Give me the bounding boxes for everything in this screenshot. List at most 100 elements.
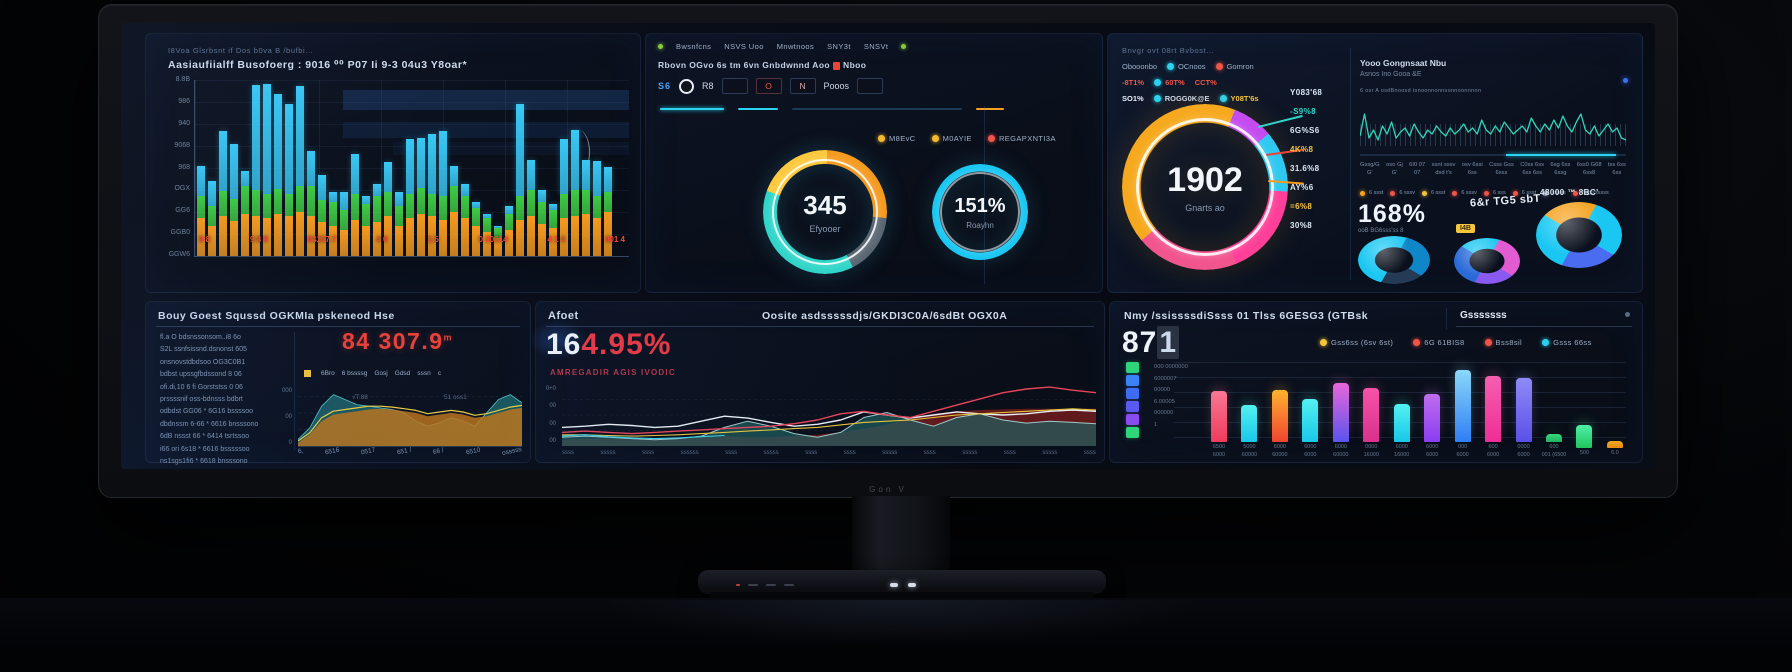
header-divider [546,326,1094,327]
x-label: 60000 [1333,452,1349,458]
cyan-segment [516,104,524,196]
legend-label: 6 ssst [1521,190,1537,196]
kpi-168-sub: ooB BG6sss'ss 8 [1358,228,1404,234]
gradient-bar [1393,404,1410,442]
stacked-bar [351,154,359,256]
control-r8-label[interactable]: R8 [702,81,714,91]
label: dbdnssm 6-66 * 6616 bnsssono [160,420,259,428]
axis-labels: 000 0000000 6000007 00000 6.00005 000000 1 [1154,364,1188,428]
label: ofi.di,10 6 fi Gorststss 0 06 [160,383,243,391]
legend-label: Gss6ss (6sv 6st) [1331,338,1394,347]
gauge-label: Efyooer [809,224,841,234]
stacked-bar [549,204,557,256]
label: osssss [501,446,523,457]
big-value-red: 84 307.9m [342,328,453,355]
telemetry-dot-row: 6 ssst 6 sssv 6 ssst 6 sssv 6 sss 6 ssst sssss… [1360,190,1626,196]
legend-label: 6 ssst [1430,190,1446,196]
label: GG6 [175,207,190,215]
legend-item: Y08T'6s [1219,94,1259,103]
stacked-bar [241,171,249,256]
empty-input-box[interactable] [857,78,884,94]
stacked-bar [340,192,348,256]
green-segment [527,190,535,216]
legend-label: ROGG0K@E [1164,94,1210,103]
cyan-segment [527,160,535,190]
big-percent: 164.95% [546,328,671,362]
menu-item[interactable]: Mnwtnoos [776,42,815,51]
x-label: 6000 [1456,452,1469,458]
x-label: 60000 [1272,452,1288,458]
panel2-controls: S6 R8 O N Pooos [658,78,884,94]
line1: 6sg 6ss [1550,162,1571,168]
panel3-legend: Obooonbo OCnoos Gomron [1122,62,1254,71]
menu-item[interactable]: NSVS Uoo [724,42,764,51]
orange-segment [285,216,293,256]
callout-label: =6%8 [1290,202,1313,211]
green-segment [428,194,436,216]
legend-dot-icon [1390,190,1396,196]
stacked-bar [329,192,337,256]
menu-item[interactable]: SNY3t [827,42,851,51]
toggle-knob[interactable] [679,78,695,94]
torus-highlight [1536,202,1622,268]
cyan-segment [351,154,359,194]
cyan-segment [384,162,392,192]
legend-dot-icon [1484,339,1492,346]
green-segment [516,196,524,220]
gradient-bar [1211,391,1227,442]
orange-segment [549,228,557,256]
big-value-871: 871 [1122,326,1180,360]
gradient-bar [1545,433,1562,442]
progress-navy [792,108,962,110]
legend-item: 60T% [1154,78,1185,87]
line1: osv 6ssi [1461,162,1483,168]
label: bdbst upssgfbdssond 8 06 [160,371,242,379]
area-legend: 6Bro 6 bssssg Gosj Gdsd sssn c [304,370,441,377]
y-axis-labels: 8.8B 986 940 9068 968 OGX GG6 GGB0 GGW6 [156,76,190,258]
stacked-bar [593,161,601,256]
control-n-button[interactable]: N [789,78,816,94]
empty-input-box[interactable] [721,78,748,94]
progress-orange [976,108,1004,110]
panel-gauges: Bwsnfcns NSVS Uoo Mnwtnoos SNY3t SNSVt R… [645,33,1103,293]
legend-item: -8T1% [1122,78,1144,87]
stacked-bar [296,86,304,256]
x-label: 60000 [1241,452,1258,458]
menu-item[interactable]: Bwsnfcns [676,42,712,51]
cyan-segment [472,202,480,208]
orange-segment [329,226,337,256]
label: 0+0 [545,386,556,392]
cyan-segment [307,151,315,186]
label: ssss [805,450,818,456]
stacked-bar [307,151,315,256]
stack-square [1126,362,1139,373]
orange-segment [351,220,359,256]
gauge-value: 151% [954,194,1006,217]
stacked-bar [252,85,260,256]
cyan-segment [373,184,381,196]
progress-cyan [660,108,724,110]
cyan-segment [263,84,271,194]
x-axis-labels-red: 0 8 9 8 9 04157.7 4 0 1:5 0 30314 4 1 4 001 4 [199,235,625,244]
menu-item[interactable]: SNSVt [863,42,889,51]
control-o-button[interactable]: O [755,78,782,94]
orange-segment [494,238,502,256]
label: 940 [178,119,190,127]
cyan-segment [406,139,414,194]
control-se-button[interactable]: S6 [658,81,672,91]
yellow-badge: I4B [1456,224,1475,233]
line2: G' [1367,170,1373,176]
x-label: 6000 [1426,452,1439,458]
stacked-bar [406,139,414,256]
column-label: 6sg 6ss 6ssg [1550,162,1570,176]
gradient-bar [1241,405,1258,442]
panel6-subheader: Gsssssss [1460,310,1507,321]
label: ssss [642,450,655,456]
x-label: 600 [1549,444,1559,450]
gradient-bar [1576,425,1593,448]
value-white: 16 [546,328,582,361]
telemetry-columns: Gssg/G G' oso Gj G' 6I0 07 07 ssnt sssv dsd t's… [1360,162,1626,176]
legend-dot-icon [1153,95,1161,102]
orange-segment [461,218,469,256]
panel-gradient-bars: Nmy /ssissssdiSsss 01 Tlss 6GESG3 (GTBsk… [1109,301,1643,463]
